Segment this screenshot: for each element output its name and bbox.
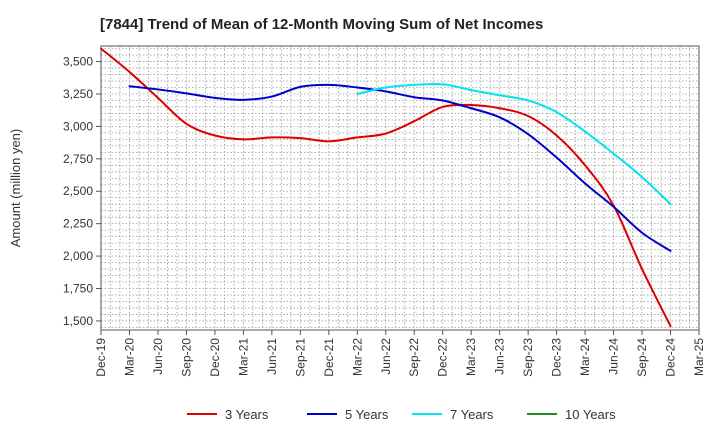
- x-tick-label: Mar-21: [236, 338, 250, 376]
- series-line-5-years: [128, 83, 672, 252]
- x-tick-label: Jun-24: [607, 338, 621, 375]
- x-tick-label: Dec-22: [436, 338, 450, 377]
- series-line-7-years: [356, 82, 672, 206]
- x-tick-label: Mar-24: [578, 338, 592, 376]
- y-axis-label: Amount (million yen): [8, 129, 23, 248]
- x-tick-label: Dec-19: [94, 338, 108, 377]
- y-tick-label: 2,250: [63, 217, 93, 231]
- legend-layer: 3 Years 5 Years 7 Years 10 Years: [187, 407, 616, 422]
- y-tick-label: 2,500: [63, 184, 93, 198]
- x-tick-label: Dec-21: [322, 338, 336, 377]
- legend-label-3-years: 3 Years: [225, 407, 269, 422]
- x-tick-label: Jun-22: [379, 338, 393, 375]
- y-tick-label: 3,500: [63, 55, 93, 69]
- x-tick-label: Dec-20: [208, 338, 222, 377]
- legend-label-7-years: 7 Years: [450, 407, 494, 422]
- axis-layer: 1,500 1,750 2,000 2,250 2,500 2,750 3,000 3,250…: [8, 45, 706, 377]
- y-tick-label: 2,750: [63, 152, 93, 166]
- y-tick-label: 1,500: [63, 314, 93, 328]
- legend-label-5-years: 5 Years: [345, 407, 389, 422]
- x-tick-label: Sep-24: [635, 338, 649, 377]
- y-tick-label: 2,000: [63, 249, 93, 263]
- y-tick-label: 1,750: [63, 282, 93, 296]
- series-layer: [100, 47, 672, 328]
- x-tick-label: Mar-25: [692, 338, 706, 376]
- legend-label-10-years: 10 Years: [565, 407, 616, 422]
- x-tick-label: Sep-23: [521, 338, 535, 377]
- series-line-3-years: [100, 47, 672, 328]
- x-tick-label: Sep-22: [407, 338, 421, 377]
- x-tick-label: Dec-23: [550, 338, 564, 377]
- x-tick-label: Jun-21: [265, 338, 279, 375]
- chart-title: [7844] Trend of Mean of 12-Month Moving …: [100, 16, 544, 33]
- grid-layer: [101, 46, 699, 330]
- plot-frame: [100, 45, 700, 331]
- x-tick-label: Jun-23: [493, 338, 507, 375]
- x-tick-label: Jun-20: [151, 338, 165, 375]
- y-tick-label: 3,000: [63, 119, 93, 133]
- x-tick-label: Dec-24: [664, 338, 678, 377]
- x-tick-label: Mar-20: [122, 338, 136, 376]
- x-tick-label: Mar-22: [350, 338, 364, 376]
- y-tick-label: 3,250: [63, 87, 93, 101]
- plot-area: [101, 46, 699, 330]
- x-tick-label: Sep-20: [179, 338, 193, 377]
- x-tick-label: Sep-21: [293, 338, 307, 377]
- x-tick-label: Mar-23: [464, 338, 478, 376]
